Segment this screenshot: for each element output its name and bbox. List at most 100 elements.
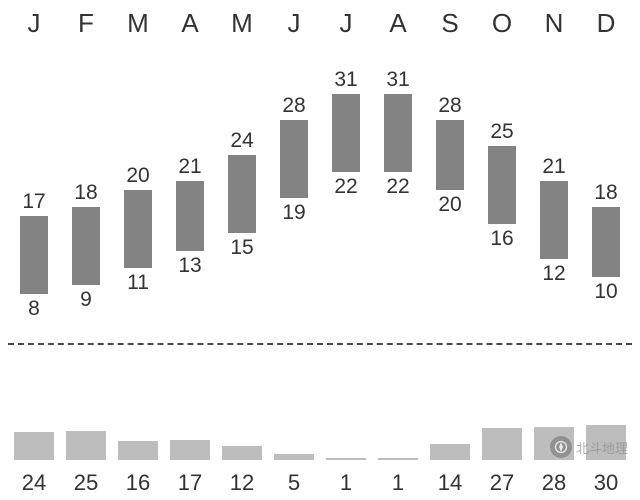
temperature-column: 25 16 [476,59,528,329]
temperature-high-label: 25 [490,120,513,144]
temperature-bar [436,120,464,190]
precipitation-bar [326,458,366,460]
temperature-high-label: 24 [230,129,253,153]
precipitation-value-label: 27 [476,470,528,496]
temperature-column: 1810 [580,59,632,329]
temperature-bar [124,190,152,268]
precipitation-column [372,420,424,460]
precipitation-value-label: 1 [372,470,424,496]
temperature-low-label: 22 [334,175,357,199]
section-divider [8,343,632,345]
precipitation-value-label: 16 [112,470,164,496]
temperature-high-label: 18 [74,181,97,205]
temperature-column: 24 15 [216,59,268,329]
watermark: 北斗地理 [550,436,628,458]
precipitation-bar-chart [8,420,632,460]
temperature-high-label: 21 [178,155,201,179]
watermark-text: 北斗地理 [576,438,628,457]
month-label: J [320,8,372,39]
temperature-bar [176,181,204,251]
precipitation-column [164,420,216,460]
temperature-high-label: 28 [282,94,305,118]
precipitation-bar [66,431,106,460]
precipitation-column [268,420,320,460]
temperature-column: 28 20 [424,59,476,329]
precipitation-label-row: 242516171251114272830 [8,470,632,496]
precipitation-value-label: 14 [424,470,476,496]
precipitation-bar [118,441,158,460]
temperature-high-label: 31 [386,68,409,92]
precipitation-column [476,420,528,460]
precipitation-value-label: 30 [580,470,632,496]
month-label: O [476,8,528,39]
temperature-bar [592,207,620,277]
month-label: N [528,8,580,39]
month-label: J [268,8,320,39]
temperature-high-label: 20 [126,164,149,188]
temperature-bar [72,207,100,285]
precipitation-bar [378,458,418,460]
precipitation-value-label: 1 [320,470,372,496]
precipitation-bar [170,440,210,460]
precipitation-bar [482,428,522,460]
month-label: S [424,8,476,39]
precipitation-value-label: 5 [268,470,320,496]
month-label: M [112,8,164,39]
temperature-bar [384,94,412,172]
temperature-column: 31 22 [372,59,424,329]
temperature-column: 17 8 [8,59,60,329]
temperature-column: 21 12 [528,59,580,329]
temperature-column: 2011 [112,59,164,329]
temperature-low-label: 9 [80,288,92,312]
precipitation-column [112,420,164,460]
temperature-bar [280,120,308,198]
month-label: M [216,8,268,39]
precipitation-value-label: 28 [528,470,580,496]
temperature-column: 31 22 [320,59,372,329]
month-label: A [372,8,424,39]
temperature-bar [332,94,360,172]
precipitation-bar [222,446,262,460]
precipitation-value-label: 12 [216,470,268,496]
temperature-low-label: 20 [438,193,461,217]
temperature-low-label: 22 [386,175,409,199]
precipitation-column [60,420,112,460]
precipitation-column [8,420,60,460]
temperature-low-label: 16 [490,227,513,251]
temperature-low-label: 12 [542,262,565,286]
temperature-low-label: 19 [282,201,305,225]
month-label: D [580,8,632,39]
month-label-row: JFMAMJJASOND [0,0,640,39]
precipitation-value-label: 24 [8,470,60,496]
temperature-bar [20,216,48,294]
temperature-low-label: 10 [594,280,617,304]
precipitation-column [320,420,372,460]
month-label: J [8,8,60,39]
temperature-column: 18 9 [60,59,112,329]
temperature-low-label: 15 [230,236,253,260]
temperature-low-label: 13 [178,254,201,278]
temperature-low-label: 8 [28,297,40,321]
temperature-high-label: 31 [334,68,357,92]
watermark-icon [550,436,572,458]
temperature-range-chart: 1781892011211324152819312231222820251621… [8,59,632,329]
temperature-column: 21 13 [164,59,216,329]
temperature-bar [540,181,568,259]
month-label: A [164,8,216,39]
precipitation-bar [14,432,54,460]
precipitation-bar [274,454,314,460]
temperature-column: 28 19 [268,59,320,329]
month-label: F [60,8,112,39]
precipitation-column [424,420,476,460]
precipitation-column [216,420,268,460]
temperature-bar [228,155,256,233]
precipitation-value-label: 17 [164,470,216,496]
temperature-high-label: 17 [22,190,45,214]
temperature-high-label: 18 [594,181,617,205]
temperature-low-label: 11 [127,271,149,295]
precipitation-bar [430,444,470,460]
temperature-high-label: 28 [438,94,461,118]
temperature-high-label: 21 [542,155,565,179]
precipitation-value-label: 25 [60,470,112,496]
temperature-bar [488,146,516,224]
